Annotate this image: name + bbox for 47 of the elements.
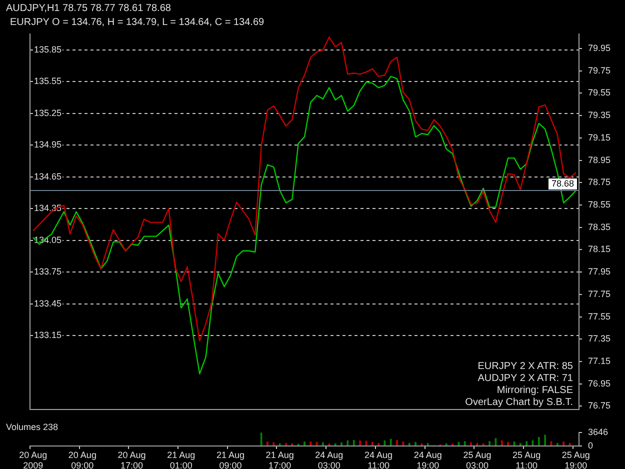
y2-tick-label: 79.15 — [588, 132, 611, 142]
annotation: Mirroring: FALSE — [496, 385, 573, 397]
y2-tick-label: 79.95 — [588, 43, 611, 54]
y2-tick-label: 78.15 — [588, 244, 611, 254]
annotation: OverLay Chart by S.B.T. — [465, 397, 573, 409]
x-tick-label: 20 Aug 09:00 — [68, 450, 96, 469]
chart-title: AUDJPY,H1 78.75 78.77 78.61 78.68 — [6, 3, 171, 15]
y2-tick-label: 3646 — [588, 426, 608, 437]
ref-line-label: 78.68 — [551, 178, 574, 188]
y2-tick-label: 78.35 — [588, 222, 611, 232]
y-tick-label: 135.55 — [34, 76, 62, 86]
x-tick-label: 21 Aug 01:00 — [167, 450, 196, 469]
y2-tick-label: 76.75 — [588, 400, 611, 411]
x-tick-label: 24 Aug 19:00 — [414, 450, 442, 469]
x-tick-label: 21 Aug 17:00 — [266, 450, 294, 469]
y2-tick-label: 77.75 — [588, 288, 611, 299]
y-tick-label: 133.45 — [34, 298, 62, 308]
chart-title: Volumes 238 — [6, 422, 58, 432]
y2-tick-label: 79.55 — [588, 88, 611, 98]
y-tick-label: 133.75 — [34, 266, 62, 277]
y-tick-label: 135.25 — [34, 108, 62, 118]
y2-tick-label: 0 — [588, 440, 594, 450]
y2-tick-label: 79.35 — [588, 110, 611, 120]
x-tick-label: 21 Aug 09:00 — [216, 450, 244, 469]
y2-tick-label: 78.95 — [588, 154, 611, 165]
x-tick-label: 25 Aug 03:00 — [463, 450, 492, 469]
x-tick-label: 20 Aug 2009 — [19, 450, 48, 469]
y-tick-label: 133.15 — [34, 330, 62, 340]
y2-tick-label: 79.75 — [588, 65, 611, 76]
y-tick-label: 134.95 — [34, 140, 62, 150]
y-tick-label: 135.85 — [34, 44, 62, 54]
y2-tick-label: 77.95 — [588, 266, 611, 277]
x-tick-label: 24 Aug 11:00 — [364, 450, 393, 469]
x-tick-label: 20 Aug 17:00 — [118, 450, 146, 469]
x-tick-label: 25 Aug 11:00 — [512, 450, 541, 469]
x-tick-label: 25 Aug 19:00 — [562, 450, 590, 469]
chart-subtitle: EURJPY O = 134.76, H = 134.79, L = 134.64, C = 134.69 — [10, 17, 264, 29]
y2-tick-label: 77.35 — [588, 334, 611, 344]
y2-tick-label: 78.55 — [588, 200, 611, 210]
x-tick-label: 24 Aug 03:00 — [315, 450, 344, 469]
y-tick-label: 134.65 — [34, 171, 62, 182]
annotation: AUDJPY 2 X ATR: 71 — [476, 373, 573, 385]
y2-tick-label: 77.55 — [588, 311, 611, 322]
annotation: EURJPY 2 X ATR: 85 — [476, 361, 573, 373]
y2-tick-label: 77.15 — [588, 356, 611, 366]
y2-tick-label: 76.95 — [588, 378, 611, 388]
y2-tick-label: 78.75 — [588, 177, 611, 188]
